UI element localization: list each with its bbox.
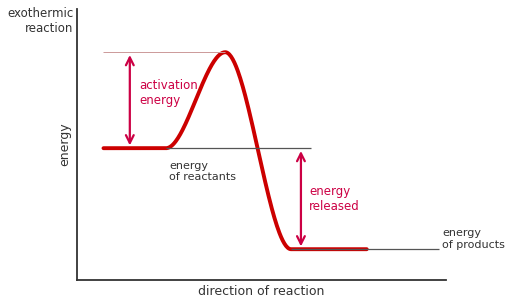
- Text: energy
of products: energy of products: [442, 228, 505, 250]
- Text: energy
of reactants: energy of reactants: [169, 161, 237, 182]
- Text: activation
energy: activation energy: [140, 79, 199, 107]
- Text: exothermic
reaction: exothermic reaction: [7, 7, 74, 34]
- Text: energy
released: energy released: [309, 185, 360, 213]
- X-axis label: direction of reaction: direction of reaction: [198, 285, 325, 298]
- Y-axis label: energy: energy: [58, 123, 72, 166]
